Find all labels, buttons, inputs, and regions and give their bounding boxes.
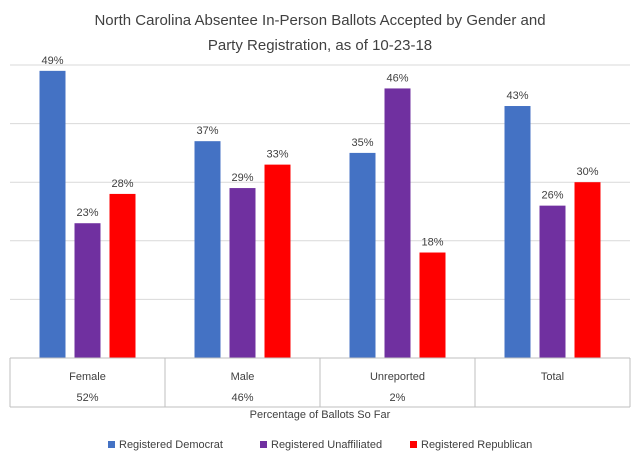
chart-title-line-2: Party Registration, as of 10-23-18 — [208, 37, 432, 54]
legend: Registered Democrat Registered Unaffiliat… — [108, 439, 532, 451]
data-label-total-registered-democrat: 43% — [506, 90, 528, 102]
bar-male-registered-democrat — [194, 141, 221, 358]
bar-unreported-registered-democrat — [349, 152, 376, 358]
legend-swatch-registered-democrat — [108, 441, 115, 448]
category-label-male: Male — [231, 371, 255, 383]
data-label-female-registered-unaffiliated: 23% — [76, 207, 98, 219]
bar-total-registered-unaffiliated — [539, 205, 566, 358]
bar-male-registered-republican — [264, 164, 291, 358]
legend-label-registered-unaffiliated: Registered Unaffiliated — [271, 439, 382, 451]
category-label-female: Female — [69, 371, 106, 383]
bar-female-registered-unaffiliated — [74, 223, 101, 358]
data-labels: 49% 23% 28% 37% 29% 33% 35% 46% 18% 43% 26% 30% — [41, 55, 598, 249]
bar-male-registered-unaffiliated — [229, 188, 256, 358]
data-label-unreported-registered-unaffiliated: 46% — [386, 72, 408, 84]
bars — [39, 70, 601, 359]
legend-label-registered-republican: Registered Republican — [421, 439, 532, 451]
data-label-male-registered-republican: 33% — [266, 149, 288, 161]
category-sublabel-male: 46% — [231, 392, 253, 404]
data-label-female-registered-republican: 28% — [111, 178, 133, 190]
bar-unreported-registered-unaffiliated — [384, 88, 411, 358]
chart-title-line-1: North Carolina Absentee In-Person Ballot… — [94, 12, 545, 29]
legend-swatch-registered-republican — [410, 441, 417, 448]
data-label-total-registered-unaffiliated: 26% — [541, 190, 563, 202]
bar-unreported-registered-republican — [419, 252, 446, 358]
category-sublabel-female: 52% — [76, 392, 98, 404]
bar-total-registered-democrat — [504, 106, 531, 359]
data-label-female-registered-democrat: 49% — [41, 55, 63, 67]
category-label-total: Total — [541, 371, 564, 383]
legend-swatch-registered-unaffiliated — [260, 441, 267, 448]
category-axis: Female 52% Male 46% Unreported 2% Total — [9, 357, 631, 408]
data-label-total-registered-republican: 30% — [576, 166, 598, 178]
x-axis-title: Percentage of Ballots So Far — [250, 409, 391, 421]
bar-female-registered-democrat — [39, 70, 66, 359]
data-label-male-registered-unaffiliated: 29% — [231, 172, 253, 184]
data-label-unreported-registered-democrat: 35% — [351, 137, 373, 149]
category-label-unreported: Unreported — [370, 371, 425, 383]
data-label-male-registered-democrat: 37% — [196, 125, 218, 137]
bar-female-registered-republican — [109, 193, 136, 358]
bar-total-registered-republican — [574, 182, 601, 358]
legend-label-registered-democrat: Registered Democrat — [119, 439, 223, 451]
data-label-unreported-registered-republican: 18% — [421, 237, 443, 249]
category-sublabel-unreported: 2% — [390, 392, 406, 404]
gridlines — [10, 64, 630, 300]
